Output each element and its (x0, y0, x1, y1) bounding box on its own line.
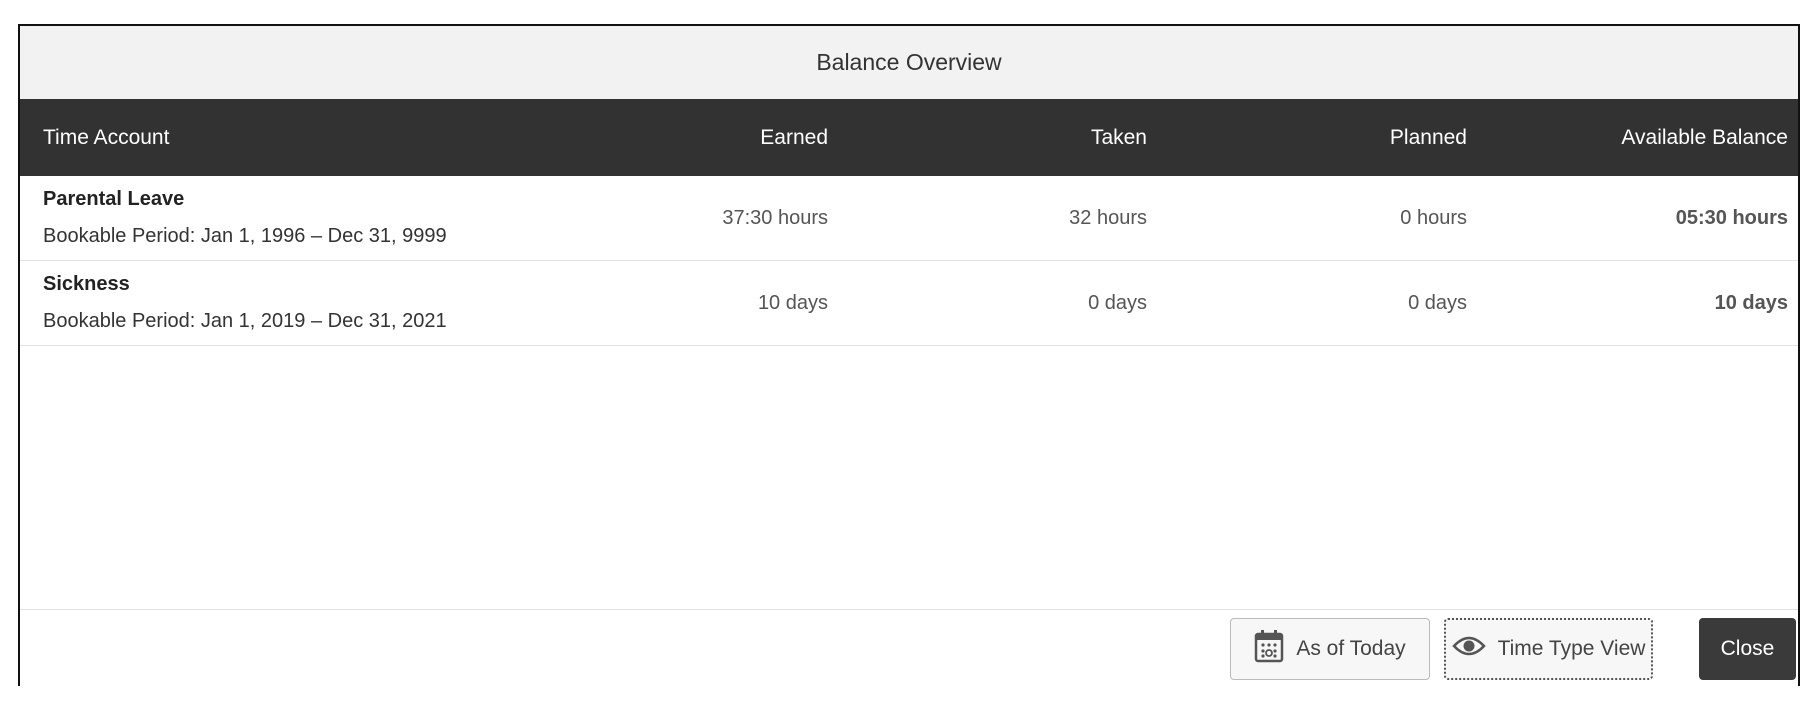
column-header-time-account: Time Account (43, 125, 170, 149)
close-button[interactable]: Close (1699, 618, 1796, 680)
time-type-view-button[interactable]: Time Type View (1444, 618, 1653, 680)
taken-value: 32 hours (1069, 206, 1147, 229)
table-row: Parental Leave Bookable Period: Jan 1, 1… (20, 176, 1798, 261)
column-header-earned: Earned (760, 125, 828, 149)
balance-overview-dialog: Balance Overview Time Account Earned Tak… (18, 24, 1800, 686)
table-header: Time Account Earned Taken Planned Availa… (20, 99, 1798, 176)
column-header-planned: Planned (1389, 125, 1467, 149)
eye-icon (1451, 635, 1486, 663)
bookable-period: Bookable Period: Jan 1, 1996 – Dec 31, 9… (43, 225, 447, 247)
as-of-today-button[interactable]: As of Today (1230, 618, 1430, 680)
earned-value: 37:30 hours (722, 206, 828, 229)
table-row: Sickness Bookable Period: Jan 1, 2019 – … (20, 261, 1798, 346)
as-of-today-label: As of Today (1296, 637, 1406, 660)
taken-value: 0 days (1088, 291, 1147, 314)
planned-value: 0 hours (1400, 206, 1467, 229)
time-account-name: Sickness (43, 273, 130, 295)
available-balance-value: 05:30 hours (1675, 206, 1788, 229)
dialog-title: Balance Overview (20, 26, 1798, 99)
dialog-footer: As of Today Time Type View Close (20, 609, 1798, 690)
planned-value: 0 days (1408, 291, 1467, 314)
column-header-taken: Taken (1090, 125, 1147, 149)
time-type-view-label: Time Type View (1497, 637, 1646, 660)
available-balance-value: 10 days (1714, 291, 1788, 314)
calendar-icon (1254, 629, 1284, 669)
column-header-available-balance: Available Balance (1621, 125, 1788, 149)
time-account-name: Parental Leave (43, 188, 185, 210)
bookable-period: Bookable Period: Jan 1, 2019 – Dec 31, 2… (43, 310, 447, 332)
earned-value: 10 days (757, 291, 828, 314)
